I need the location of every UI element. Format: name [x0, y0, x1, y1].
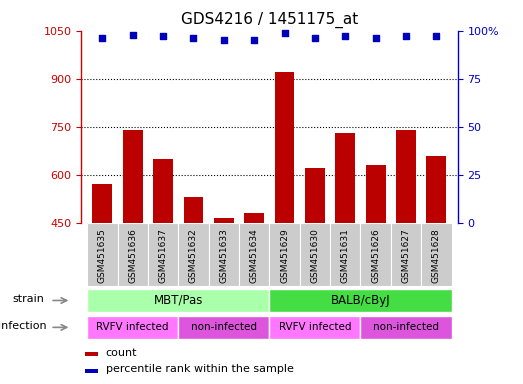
Bar — [426, 156, 446, 367]
Bar — [85, 353, 98, 356]
Bar — [184, 197, 203, 367]
Bar — [330, 223, 360, 286]
Bar — [360, 223, 391, 286]
Text: BALB/cByJ: BALB/cByJ — [331, 294, 390, 307]
Bar — [305, 168, 325, 367]
Point — [159, 33, 167, 40]
Text: GSM451634: GSM451634 — [249, 228, 259, 283]
Text: GSM451637: GSM451637 — [158, 228, 167, 283]
Text: non-infected: non-infected — [191, 322, 257, 333]
Bar — [178, 223, 209, 286]
Text: strain: strain — [13, 294, 44, 304]
Bar — [148, 223, 178, 286]
Bar — [244, 213, 264, 367]
Text: GSM451627: GSM451627 — [402, 228, 411, 283]
Text: RVFV infected: RVFV infected — [96, 322, 169, 333]
Point — [432, 33, 440, 40]
Text: GSM451631: GSM451631 — [341, 228, 350, 283]
Point — [280, 30, 289, 36]
Text: GSM451632: GSM451632 — [189, 228, 198, 283]
Bar — [391, 223, 421, 286]
Point — [371, 35, 380, 41]
Bar — [87, 316, 178, 339]
Bar — [118, 223, 148, 286]
Point — [311, 35, 319, 41]
Bar — [269, 316, 360, 339]
Bar — [300, 223, 330, 286]
Text: GSM451633: GSM451633 — [219, 228, 229, 283]
Title: GDS4216 / 1451175_at: GDS4216 / 1451175_at — [181, 12, 358, 28]
Point — [189, 35, 198, 41]
Bar — [93, 184, 112, 367]
Point — [341, 33, 349, 40]
Text: percentile rank within the sample: percentile rank within the sample — [106, 364, 293, 374]
Text: GSM451626: GSM451626 — [371, 228, 380, 283]
Bar — [214, 218, 234, 367]
Bar — [269, 289, 451, 312]
Text: GSM451630: GSM451630 — [310, 228, 320, 283]
Text: GSM451629: GSM451629 — [280, 228, 289, 283]
Bar — [85, 369, 98, 373]
Point — [220, 37, 228, 43]
Point — [98, 35, 107, 41]
Bar — [275, 72, 294, 367]
Bar — [421, 223, 451, 286]
Point — [402, 33, 410, 40]
Bar — [87, 289, 269, 312]
Text: RVFV infected: RVFV infected — [279, 322, 351, 333]
Bar — [153, 159, 173, 367]
Text: non-infected: non-infected — [373, 322, 439, 333]
Text: MBT/Pas: MBT/Pas — [154, 294, 203, 307]
Text: GSM451636: GSM451636 — [128, 228, 137, 283]
Bar — [178, 316, 269, 339]
Bar — [360, 316, 451, 339]
Point — [129, 31, 137, 38]
Bar — [123, 130, 143, 367]
Bar — [269, 223, 300, 286]
Bar — [335, 133, 355, 367]
Bar — [239, 223, 269, 286]
Bar — [366, 165, 385, 367]
Text: count: count — [106, 348, 137, 358]
Bar — [396, 130, 416, 367]
Bar — [87, 223, 118, 286]
Text: infection: infection — [0, 321, 47, 331]
Text: GSM451635: GSM451635 — [98, 228, 107, 283]
Text: GSM451628: GSM451628 — [432, 228, 441, 283]
Bar — [209, 223, 239, 286]
Point — [250, 37, 258, 43]
